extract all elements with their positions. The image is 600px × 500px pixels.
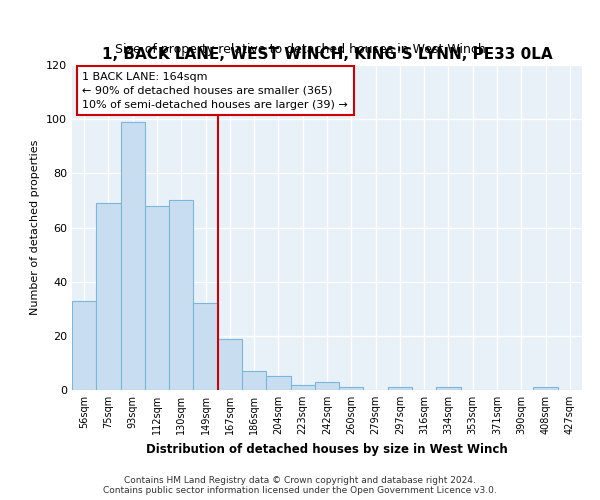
- Text: Size of property relative to detached houses in West Winch: Size of property relative to detached ho…: [115, 42, 485, 56]
- Bar: [436, 388, 461, 390]
- Text: 1 BACK LANE: 164sqm
← 90% of detached houses are smaller (365)
10% of semi-detac: 1 BACK LANE: 164sqm ← 90% of detached ho…: [82, 72, 348, 110]
- Bar: [266, 376, 290, 390]
- Bar: [72, 300, 96, 390]
- Bar: [193, 304, 218, 390]
- Bar: [533, 388, 558, 390]
- Bar: [242, 371, 266, 390]
- Bar: [218, 338, 242, 390]
- Bar: [169, 200, 193, 390]
- Text: Contains HM Land Registry data © Crown copyright and database right 2024.
Contai: Contains HM Land Registry data © Crown c…: [103, 476, 497, 495]
- Bar: [339, 388, 364, 390]
- Bar: [315, 382, 339, 390]
- Bar: [121, 122, 145, 390]
- Bar: [145, 206, 169, 390]
- X-axis label: Distribution of detached houses by size in West Winch: Distribution of detached houses by size …: [146, 442, 508, 456]
- Bar: [388, 388, 412, 390]
- Bar: [96, 203, 121, 390]
- Title: 1, BACK LANE, WEST WINCH, KING'S LYNN, PE33 0LA: 1, BACK LANE, WEST WINCH, KING'S LYNN, P…: [101, 48, 553, 62]
- Y-axis label: Number of detached properties: Number of detached properties: [31, 140, 40, 315]
- Bar: [290, 384, 315, 390]
